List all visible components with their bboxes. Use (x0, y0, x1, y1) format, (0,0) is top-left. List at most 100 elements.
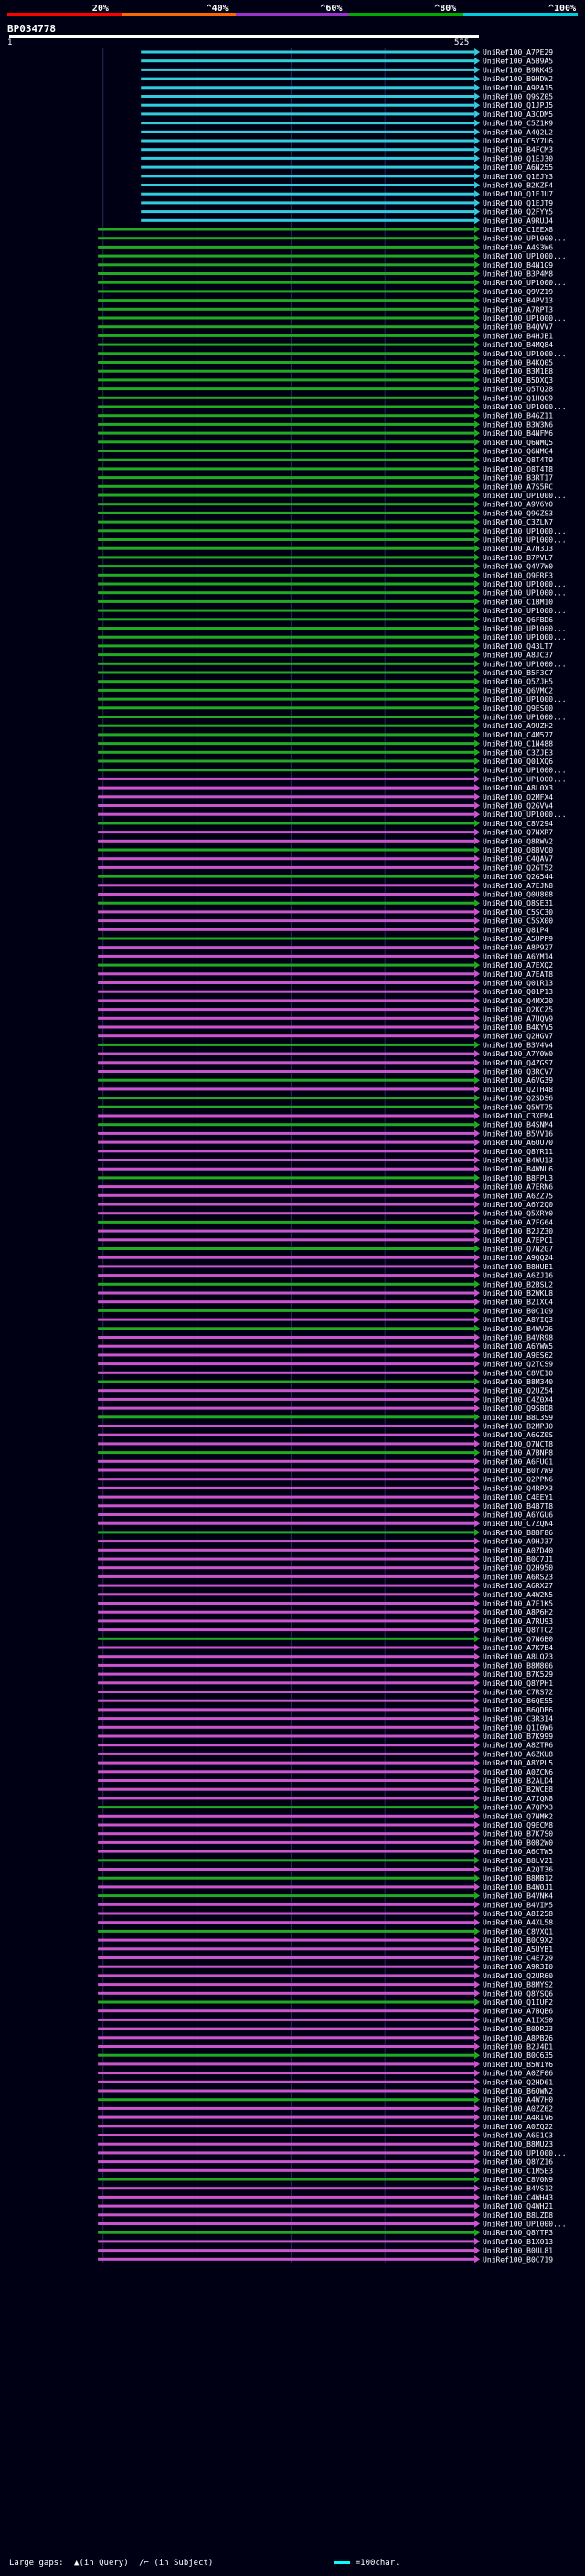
hit-label: UniRef100_B3P4M8 (483, 270, 553, 279)
hit-label: UniRef100_C4EEY1 (483, 1493, 553, 1501)
hit-label: UniRef100_Q5ZJH5 (483, 678, 553, 686)
hit-label: UniRef100_Q4V7W0 (483, 563, 553, 571)
hit-arrow (474, 1165, 481, 1173)
hit-label: UniRef100_A5B9A5 (483, 58, 553, 66)
hit-arrow (474, 926, 481, 934)
hit-arrow (474, 2042, 481, 2051)
hit-label: UniRef100_B2BSL2 (483, 1280, 553, 1288)
hit-bar (98, 1397, 475, 1401)
hit-bar (141, 59, 475, 63)
hit-arrow (474, 473, 481, 482)
hit-label: UniRef100_A3CDM5 (483, 111, 553, 119)
hit-bar (98, 1442, 475, 1446)
hit-label: UniRef100_B7PVL7 (483, 554, 553, 562)
hit-label: UniRef100_A0ZCN6 (483, 1768, 553, 1776)
hit-label: UniRef100_A5UPP9 (483, 935, 553, 943)
hit-arrow (474, 943, 481, 951)
hit-arrow (474, 2167, 481, 2175)
hit-arrow (474, 1493, 481, 1501)
hit-label: UniRef100_A9UZH2 (483, 722, 553, 730)
hit-bar (98, 1610, 475, 1614)
hit-bar (98, 786, 475, 790)
footer-legend: Large gaps: ▲(in Query) /⌐ (in Subject) … (9, 2559, 406, 2568)
hit-bar (98, 2249, 475, 2253)
hit-bar (98, 1425, 475, 1427)
hit-bar (141, 103, 475, 107)
hit-arrow (474, 526, 481, 535)
hit-bar (98, 2178, 475, 2181)
hit-bar (98, 777, 475, 780)
hit-label: UniRef100_B4HJB1 (483, 332, 553, 340)
hit-label: UniRef100_Q1HQG9 (483, 394, 553, 402)
hit-label: UniRef100_A9ES62 (483, 1352, 553, 1360)
hit-arrow (474, 1342, 481, 1351)
hit-label: UniRef100_A7PE29 (483, 48, 553, 57)
hit-arrow (474, 456, 481, 464)
hit-bar (98, 662, 475, 665)
hit-bar (98, 1043, 475, 1046)
hit-bar (98, 2231, 475, 2234)
hit-label: UniRef100_A7QPX3 (483, 1804, 553, 1812)
hit-arrow (474, 385, 481, 393)
hit-label: UniRef100_B4GZ11 (483, 412, 553, 420)
hit-arrow (474, 677, 481, 685)
hit-bar (98, 1752, 475, 1755)
hit-label: UniRef100_Q4RPX3 (483, 1484, 553, 1492)
hit-bar (98, 644, 475, 648)
hit-arrow (474, 1635, 481, 1643)
hit-arrow (474, 2033, 481, 2041)
hit-bar (98, 2160, 475, 2164)
hit-bar (98, 875, 475, 878)
hit-bar (98, 1159, 475, 1161)
large-gaps-label: Large gaps: (9, 2559, 64, 2568)
hit-arrow (474, 1537, 481, 1545)
hit-arrow (474, 145, 481, 154)
hit-bar (98, 2106, 475, 2110)
hit-label: UniRef100_A6GZ0S (483, 1431, 553, 1439)
hit-arrow (474, 1439, 481, 1447)
hit-bar (98, 653, 475, 657)
hit-bar (98, 2036, 475, 2040)
hit-label: UniRef100_B5VV16 (483, 1129, 553, 1138)
hit-bar (98, 618, 475, 621)
hit-label: UniRef100_A9QQZ4 (483, 1254, 553, 1262)
hit-bar (98, 2257, 475, 2261)
hit-arrow (474, 234, 481, 242)
hit-bar (141, 218, 475, 222)
hit-bar (98, 1052, 475, 1055)
hit-label: UniRef100_B4KQ05 (483, 359, 553, 367)
hit-label: UniRef100_Q2GVV4 (483, 802, 553, 811)
hit-bar (98, 609, 475, 612)
hit-bar (141, 148, 475, 152)
hit-arrow (474, 1759, 481, 1767)
hit-label: UniRef100_Q8BVQ0 (483, 846, 553, 854)
hit-bar (98, 1717, 475, 1721)
hit-label: UniRef100_C3ZLN7 (483, 518, 553, 526)
hit-label: UniRef100_Q6NMQ5 (483, 439, 553, 447)
hit-arrow (474, 2016, 481, 2024)
hit-bar (98, 1797, 475, 1800)
hit-arrow (474, 2104, 481, 2113)
hit-bar (98, 1459, 475, 1463)
hit-label: UniRef100_A6N255 (483, 164, 553, 172)
hit-arrow (474, 2193, 481, 2201)
hit-label: UniRef100_Q9ERF3 (483, 571, 553, 579)
hit-arrow (474, 1014, 481, 1023)
hit-label: UniRef100_UP1000... (483, 714, 567, 722)
hit-label: UniRef100_Q2UR60 (483, 1972, 553, 1980)
hit-label: UniRef100_A6CTW5 (483, 1848, 553, 1856)
hit-label: UniRef100_UP1000... (483, 811, 567, 819)
hit-arrow (474, 1245, 481, 1253)
hit-bar (98, 1105, 475, 1108)
hit-arrow (474, 545, 481, 553)
hit-arrow (474, 1156, 481, 1164)
hit-bar (98, 1921, 475, 1924)
hit-label: UniRef100_Q1EJT9 (483, 199, 553, 207)
hit-label: UniRef100_C5SX00 (483, 917, 553, 926)
hit-bar (98, 627, 475, 630)
hit-label: UniRef100_A7EPC1 (483, 1236, 553, 1245)
hit-arrow (474, 2157, 481, 2166)
hit-label: UniRef100_A7BQB6 (483, 2008, 553, 2016)
hit-label: UniRef100_UP1000... (483, 492, 567, 500)
hit-label: UniRef100_Q7NMK2 (483, 1812, 553, 1820)
